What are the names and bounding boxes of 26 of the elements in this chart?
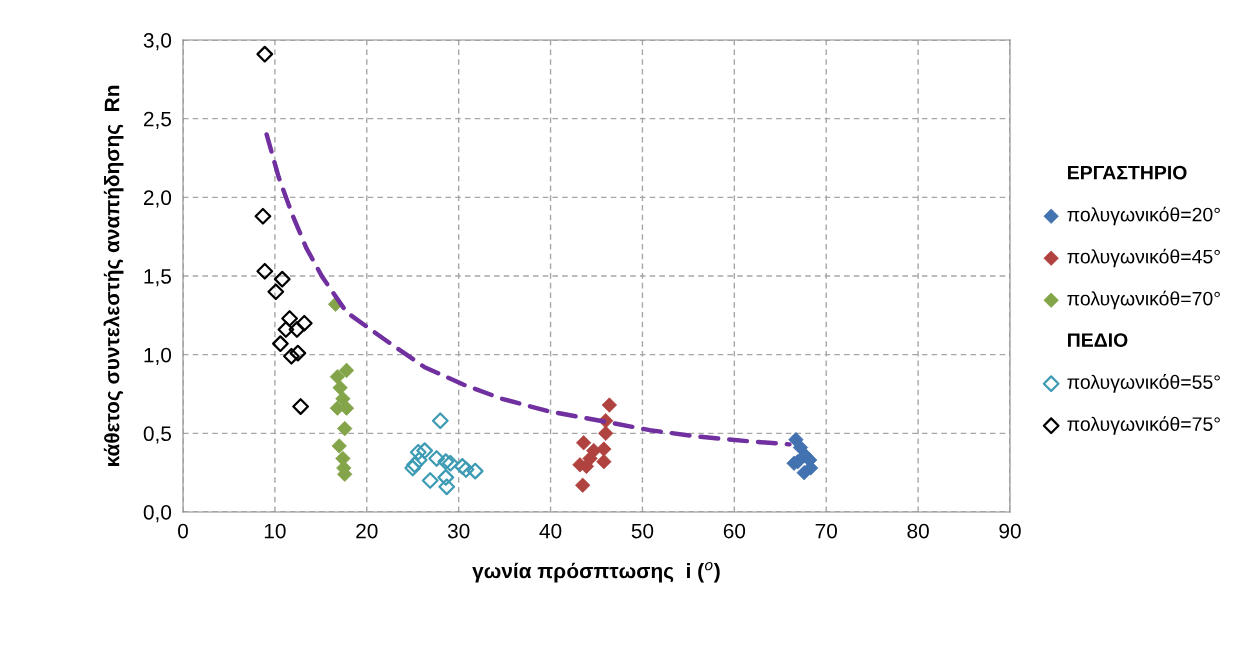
y-tick-label: 2,5 xyxy=(143,111,172,129)
y-tick-label: 1,0 xyxy=(144,347,172,365)
y-tick-label: 1,5 xyxy=(144,269,172,287)
x-tick-label: 30 xyxy=(447,523,470,539)
y-tick-label: 0,5 xyxy=(143,426,172,444)
y-tick-label: 0,0 xyxy=(143,505,172,523)
legend-label: πολυγωνικόθ=55° xyxy=(1067,374,1220,393)
legend-label: πολυγωνικόθ=75° xyxy=(1067,416,1220,435)
y-tick-label: 3,0 xyxy=(143,33,172,51)
x-axis-title: γωνία πρόσπτωσης i ($^{o}$) xyxy=(472,561,720,583)
x-tick-label: 20 xyxy=(356,523,378,539)
y-axis-title: κάθετος συντελεστής αναπήδησης Rn xyxy=(103,85,124,466)
legend-label: πολυγωνικόθ=20° xyxy=(1067,206,1220,226)
x-tick-label: 0 xyxy=(178,523,188,539)
text: ΕΡΓΑΣΤΗΡΙΟ xyxy=(1068,165,1187,180)
text: ΠΕΔΙΟ xyxy=(1068,333,1128,347)
legend-label: πολυγωνικόθ=45° xyxy=(1067,248,1220,268)
x-tick-label: 90 xyxy=(999,523,1021,539)
x-tick-label: 70 xyxy=(815,523,837,539)
x-tick-label: 10 xyxy=(264,523,286,539)
x-tick-label: 50 xyxy=(631,523,654,539)
y-tick-label: 2,0 xyxy=(143,190,172,208)
legend-label: πολυγωνικόθ=70° xyxy=(1067,290,1220,310)
x-tick-label: 40 xyxy=(539,523,562,539)
x-tick-label: 60 xyxy=(723,523,746,539)
x-tick-label: 80 xyxy=(907,523,929,539)
